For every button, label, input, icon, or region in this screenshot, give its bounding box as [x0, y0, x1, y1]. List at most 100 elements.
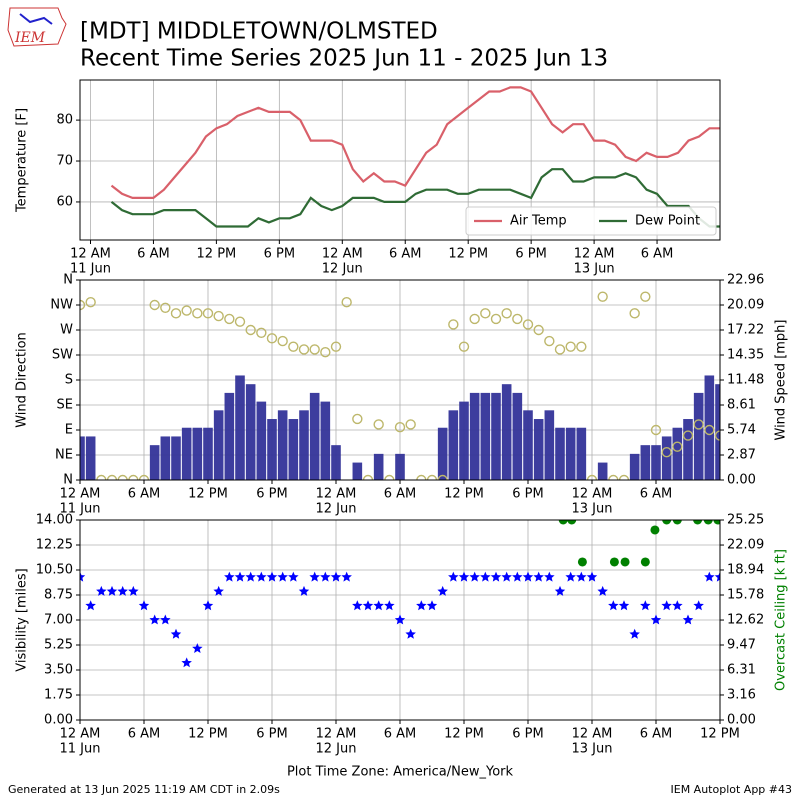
y2-tick-label: 22.96 [727, 273, 764, 288]
x-tick-label: 12 PM [197, 247, 237, 262]
line [110, 86, 720, 199]
dot-point [693, 520, 703, 525]
star-point [714, 571, 720, 582]
bar [523, 410, 533, 480]
x-axis-label: Plot Time Zone: America/New_York [287, 765, 514, 780]
bar [85, 436, 96, 480]
ring-point [373, 419, 384, 430]
star-point [448, 571, 459, 582]
bar [149, 445, 160, 480]
y-tick-label: 60 [56, 194, 73, 209]
dot-point [672, 520, 682, 525]
star-point [533, 571, 544, 582]
x-tick-label: 12 AM [60, 487, 101, 502]
x-tick-date: 13 Jun [572, 742, 613, 757]
y-axis-label: Wind Direction [15, 332, 30, 428]
bar [224, 392, 235, 480]
star-point [501, 571, 512, 582]
x-tick-label: 6 AM [640, 487, 673, 502]
ring-point [96, 474, 107, 480]
legend-label: Air Temp [510, 214, 567, 229]
y2-tick-label: 18.94 [727, 562, 764, 577]
ring-point [149, 299, 160, 311]
bar [288, 419, 299, 480]
y2-tick-label: 0.00 [727, 473, 756, 488]
y-axis-label: Visibility [miles] [15, 568, 30, 671]
star-point [480, 571, 491, 582]
logo-shape [7, 7, 67, 47]
bar [480, 392, 491, 480]
bar [576, 427, 587, 480]
bar [683, 419, 693, 480]
bar [277, 410, 288, 480]
legend: Air Temp Dew Point [465, 206, 717, 236]
ring-point [394, 422, 406, 433]
ring-point [352, 413, 363, 425]
bar [597, 462, 608, 480]
ring-point [160, 302, 171, 313]
ring-point [608, 474, 619, 480]
ring-point [576, 341, 587, 352]
y-tick-label: 10.50 [36, 563, 73, 578]
bar [160, 436, 171, 480]
x-tick-label: 6 AM [384, 727, 417, 742]
title-line: Recent Time Series 2025 Jun 11 - 2025 Ju… [80, 46, 608, 72]
bar [555, 427, 565, 480]
star-point [320, 571, 331, 582]
bar [373, 453, 384, 480]
x-tick-label: 12 AM [70, 247, 111, 262]
ring-point [565, 341, 576, 352]
ring-point [106, 474, 118, 480]
plot-frame [79, 279, 721, 481]
ring-point [384, 474, 395, 480]
bar [533, 419, 544, 480]
star-point [256, 571, 267, 582]
star-point [672, 600, 683, 611]
star-point [554, 585, 566, 596]
star-point [202, 600, 214, 611]
ring-point [554, 344, 566, 355]
x-tick-label: 6 PM [264, 247, 295, 262]
ring-point [330, 341, 342, 352]
legend-label: Dew Point [635, 214, 700, 229]
y2-tick-label: 8.61 [727, 398, 756, 413]
x-tick-label: 12 PM [188, 487, 228, 502]
bar [491, 392, 501, 480]
y-tick-label: SE [57, 398, 73, 413]
star-point [234, 571, 246, 582]
y-tick-label: E [65, 423, 73, 438]
x-tick-date: 11 Jun [60, 742, 101, 757]
footer-left: Generated at 13 Jun 2025 11:19 AM CDT in… [8, 783, 280, 796]
star-point [693, 600, 704, 611]
y-tick-label: 5.25 [44, 638, 73, 653]
ring-point [224, 313, 235, 325]
x-tick-label: 12 AM [322, 247, 363, 262]
ring-point [288, 341, 299, 352]
x-tick-label: 12 AM [316, 487, 357, 502]
y-tick-label: SW [52, 348, 73, 363]
y-tick-label: S [65, 373, 73, 388]
star-point [458, 571, 470, 582]
ring-point [704, 424, 715, 436]
y2-tick-label: 17.22 [727, 323, 764, 338]
star-point [138, 600, 150, 611]
bar [565, 427, 576, 480]
x-tick-label: 6 AM [137, 247, 170, 262]
x-tick-label: 12 PM [700, 727, 740, 742]
star-point [469, 571, 480, 582]
star-point [170, 628, 182, 639]
bar [80, 436, 85, 480]
ring-point [138, 474, 150, 480]
y2-tick-label: 20.09 [727, 298, 764, 313]
x-tick-label: 12 AM [572, 727, 613, 742]
dot-point [703, 520, 713, 525]
star-point [426, 600, 438, 611]
bar [501, 384, 512, 480]
ring-point [650, 424, 662, 436]
x-tick-label: 12 PM [444, 727, 484, 742]
bar [672, 427, 683, 480]
ring-point [586, 474, 598, 480]
x-tick-label: 6 AM [384, 487, 417, 502]
title-line: [MDT] MIDDLETOWN/OLMSTED [80, 19, 438, 45]
